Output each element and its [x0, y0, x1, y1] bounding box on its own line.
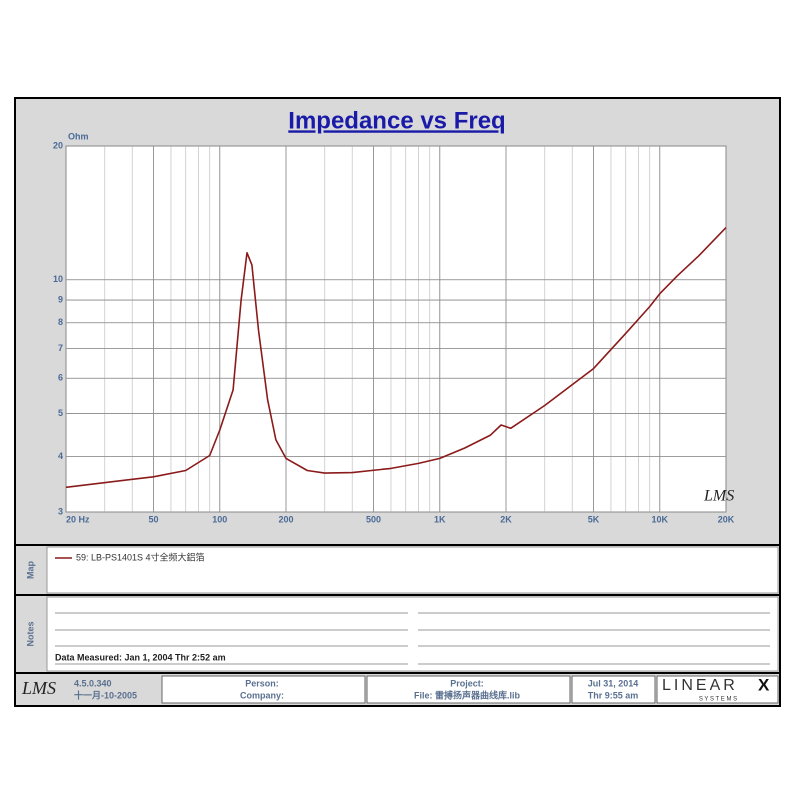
version: 4.5.0.340	[74, 678, 112, 688]
map-label: Map	[25, 560, 35, 579]
time: Thr 9:55 am	[588, 690, 639, 700]
brand-x: X	[758, 675, 770, 694]
note-lines	[55, 612, 770, 665]
y-unit: Ohm	[68, 131, 89, 141]
map-box	[46, 546, 779, 594]
footer-cells	[161, 675, 779, 704]
notes-label: Notes	[25, 621, 35, 646]
y-tick-label: 6	[58, 373, 63, 383]
brand-sub: S Y S T E M S	[699, 697, 737, 703]
x-tick-label: 200	[278, 514, 293, 524]
file: File: 雷搏扬声器曲线库.lib	[414, 689, 521, 700]
x-tick-label: 500	[366, 514, 381, 524]
legend-entry: 59: LB-PS1401S 4寸全频大鋁箔	[76, 551, 205, 562]
x-tick-label: 50	[149, 514, 159, 524]
x-tick-label: 5K	[588, 514, 600, 524]
chart-title: Impedance vs Freq	[288, 107, 505, 134]
y-tick-label: 9	[58, 294, 63, 304]
y-tick-label: 3	[58, 506, 63, 516]
build-date: 十一月-10-2005	[74, 689, 137, 700]
x-tick-label: 1K	[434, 514, 446, 524]
x-tick-label: 100	[212, 514, 227, 524]
footer-logo: LMS	[21, 678, 56, 698]
notes-box	[46, 596, 779, 672]
person: Person:	[245, 678, 279, 688]
y-tick-label: 5	[58, 408, 63, 418]
brand: LINEAR	[662, 677, 738, 694]
date: Jul 31, 2014	[588, 678, 639, 688]
x-tick-label: 20K	[718, 514, 735, 524]
y-tick-label: 10	[53, 274, 63, 284]
plot-area	[65, 145, 727, 513]
y-tick-label: 8	[58, 317, 63, 327]
project: Project:	[450, 678, 484, 688]
y-tick-label: 20	[53, 140, 63, 150]
x-tick-label: 2K	[500, 514, 512, 524]
company: Company:	[240, 690, 284, 700]
data-measured: Data Measured: Jan 1, 2004 Thr 2:52 am	[55, 652, 226, 662]
impedance-curve	[65, 227, 727, 489]
x-tick-label: 20 Hz	[66, 514, 90, 524]
y-tick-label: 4	[58, 451, 63, 461]
x-tick-label: 10K	[652, 514, 669, 524]
watermark: LMS	[703, 488, 734, 505]
y-tick-label: 7	[58, 343, 63, 353]
